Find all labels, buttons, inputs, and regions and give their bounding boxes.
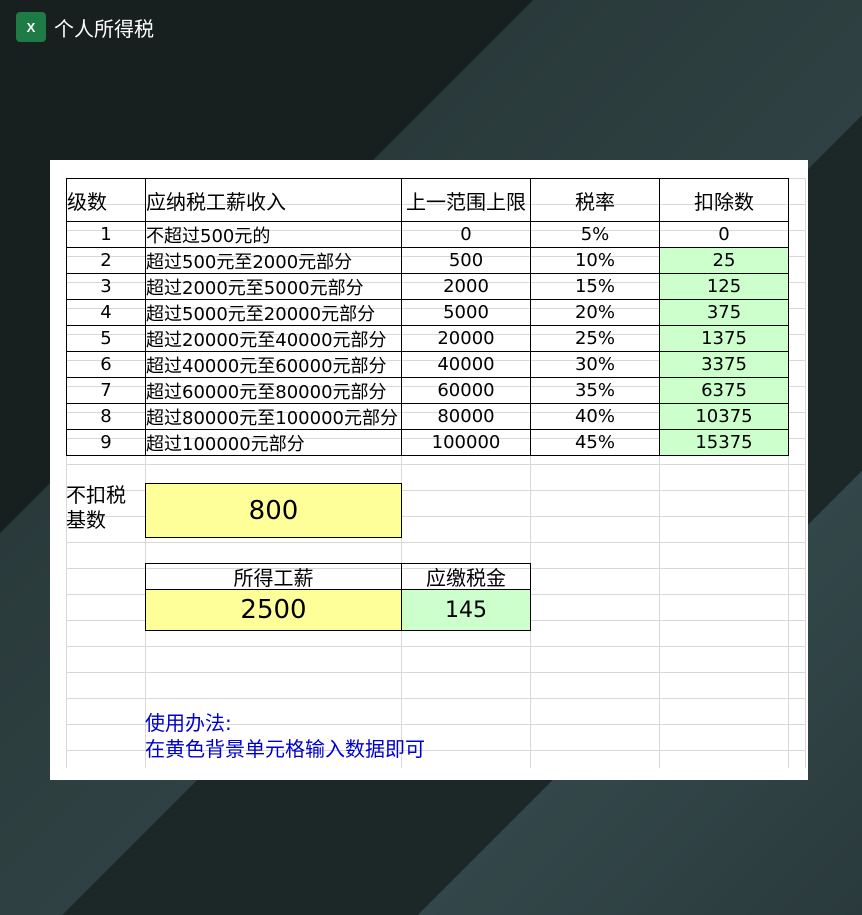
table-cell[interactable]: 80000 (401, 403, 531, 430)
gridline (66, 672, 806, 673)
gridline (66, 490, 806, 491)
gridline (66, 308, 806, 309)
table-cell[interactable]: 0 (659, 221, 789, 248)
column-header[interactable]: 上一范围上限 (401, 178, 531, 222)
table-cell[interactable]: 9 (66, 429, 146, 456)
gridline (66, 438, 806, 439)
gridline (66, 542, 806, 543)
table-cell[interactable]: 60000 (401, 377, 531, 404)
base-label-text: 不扣税 (66, 483, 126, 507)
table-cell[interactable]: 超过2000元至5000元部分 (145, 273, 402, 300)
gridline (659, 178, 660, 768)
table-cell[interactable]: 6 (66, 351, 146, 378)
table-cell[interactable]: 5000 (401, 299, 531, 326)
base-value-input[interactable]: 800 (145, 483, 402, 538)
gridline (66, 204, 806, 205)
table-cell[interactable]: 35% (530, 377, 660, 404)
table-cell[interactable]: 45% (530, 429, 660, 456)
table-cell[interactable]: 125 (659, 273, 789, 300)
tax-result: 145 (401, 589, 531, 631)
gridline (66, 412, 806, 413)
gridline (66, 386, 806, 387)
gridline (66, 750, 806, 751)
table-cell[interactable]: 20% (530, 299, 660, 326)
table-cell[interactable]: 1 (66, 221, 146, 248)
table-cell[interactable]: 30% (530, 351, 660, 378)
table-cell[interactable]: 5% (530, 221, 660, 248)
column-header[interactable]: 税率 (530, 178, 660, 222)
column-header[interactable]: 扣除数 (659, 178, 789, 222)
income-input[interactable]: 2500 (145, 589, 402, 631)
gridline (401, 178, 402, 768)
base-label-text: 基数 (66, 508, 106, 532)
table-cell[interactable]: 超过20000元至40000元部分 (145, 325, 402, 352)
gridline (66, 334, 806, 335)
income-label: 所得工薪 (145, 563, 402, 590)
table-cell[interactable]: 15% (530, 273, 660, 300)
table-cell[interactable]: 20000 (401, 325, 531, 352)
gridline (805, 178, 806, 768)
gridline (66, 724, 806, 725)
base-label: 不扣税 基数 (66, 483, 146, 538)
table-cell[interactable]: 7 (66, 377, 146, 404)
table-cell[interactable]: 1375 (659, 325, 789, 352)
gridline (66, 282, 806, 283)
table-cell[interactable]: 40000 (401, 351, 531, 378)
window-title: 个人所得税 (54, 16, 154, 41)
table-cell[interactable]: 超过60000元至80000元部分 (145, 377, 402, 404)
table-cell[interactable]: 8 (66, 403, 146, 430)
table-cell[interactable]: 25% (530, 325, 660, 352)
table-cell[interactable]: 100000 (401, 429, 531, 456)
table-cell[interactable]: 5 (66, 325, 146, 352)
gridline (66, 646, 806, 647)
gridline (66, 568, 806, 569)
table-cell[interactable]: 10% (530, 247, 660, 274)
table-cell[interactable]: 超过100000元部分 (145, 429, 402, 456)
gridline (788, 178, 789, 768)
table-cell[interactable]: 500 (401, 247, 531, 274)
gridline (66, 516, 806, 517)
table-cell[interactable]: 超过500元至2000元部分 (145, 247, 402, 274)
table-cell[interactable]: 超过80000元至100000元部分 (145, 403, 402, 430)
table-cell[interactable]: 0 (401, 221, 531, 248)
table-cell[interactable]: 不超过500元的 (145, 221, 402, 248)
table-cell[interactable]: 3375 (659, 351, 789, 378)
gridline (66, 230, 806, 231)
table-cell[interactable]: 3 (66, 273, 146, 300)
column-header[interactable]: 级数 (66, 178, 146, 222)
usage-text: 在黄色背景单元格输入数据即可 (145, 737, 425, 761)
gridline (530, 178, 531, 768)
tax-label: 应缴税金 (401, 563, 531, 590)
gridline (145, 178, 146, 768)
table-cell[interactable]: 超过40000元至60000元部分 (145, 351, 402, 378)
table-cell[interactable]: 10375 (659, 403, 789, 430)
gridline (66, 256, 806, 257)
usage-title: 使用办法: (145, 711, 232, 735)
table-cell[interactable]: 15375 (659, 429, 789, 456)
excel-icon: X (16, 12, 46, 42)
title-bar: X 个人所得税 (16, 12, 154, 42)
gridline (66, 178, 67, 768)
table-cell[interactable]: 25 (659, 247, 789, 274)
spreadsheet[interactable]: 级数 应纳税工薪收入 上一范围上限 税率 扣除数 1 不超过500元的 0 5% 0 2 超过500元… (50, 160, 808, 780)
column-header[interactable]: 应纳税工薪收入 (145, 178, 402, 222)
gridline (66, 698, 806, 699)
table-cell[interactable]: 375 (659, 299, 789, 326)
table-cell[interactable]: 4 (66, 299, 146, 326)
gridline (66, 360, 806, 361)
table-cell[interactable]: 40% (530, 403, 660, 430)
table-cell[interactable]: 2 (66, 247, 146, 274)
table-cell[interactable]: 超过5000元至20000元部分 (145, 299, 402, 326)
table-cell[interactable]: 2000 (401, 273, 531, 300)
gridline (66, 464, 806, 465)
table-cell[interactable]: 6375 (659, 377, 789, 404)
